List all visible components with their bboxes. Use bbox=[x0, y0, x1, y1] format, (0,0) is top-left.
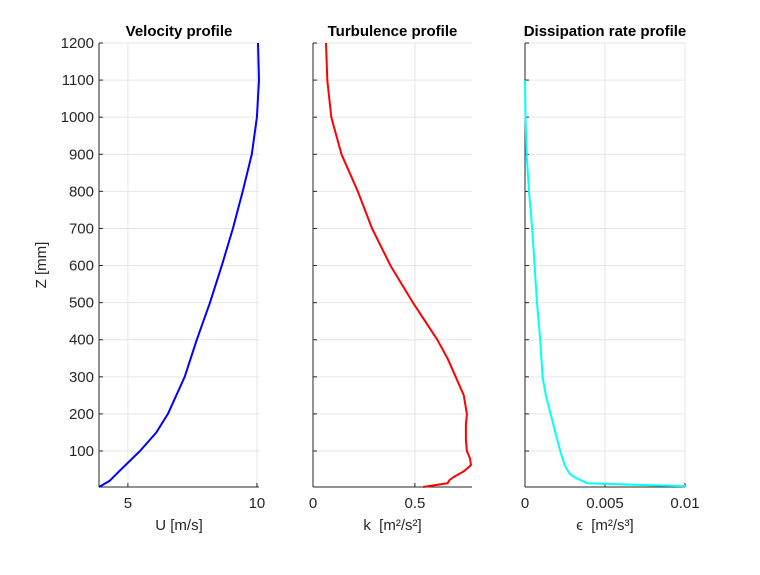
x-tick-label: 0 bbox=[309, 495, 317, 512]
subplot-3: 0 0.005 0.01 Dissipation rate profile ϵ [m²/… bbox=[521, 23, 700, 534]
x-axis-label: U [m/s] bbox=[155, 517, 203, 534]
x-axis-label: ϵ [m²/s³] bbox=[576, 517, 633, 534]
series-line bbox=[98, 42, 260, 488]
y-tick-label: 1000 bbox=[61, 109, 94, 126]
y-tick-label: 300 bbox=[69, 369, 94, 386]
y-tick-label: 500 bbox=[69, 295, 94, 312]
chart-title: Velocity profile bbox=[126, 23, 233, 40]
chart-title: Dissipation rate profile bbox=[524, 23, 687, 40]
chart-title: Turbulence profile bbox=[328, 23, 458, 40]
y-tick-label: 700 bbox=[69, 220, 94, 237]
y-axis-label: Z [mm] bbox=[33, 242, 50, 289]
y-tick-label: 900 bbox=[69, 146, 94, 163]
x-axis-label: k [m²/s²] bbox=[363, 517, 421, 534]
x-tick-label: 0 bbox=[521, 495, 529, 512]
x-tick-label: 10 bbox=[249, 495, 266, 512]
x-tick-label: 0.005 bbox=[586, 495, 624, 512]
series-line bbox=[325, 42, 472, 488]
y-tick-label: 100 bbox=[69, 443, 94, 460]
y-tick-label: 600 bbox=[69, 258, 94, 275]
x-tick-label: 0.01 bbox=[670, 495, 699, 512]
x-tick-label: 5 bbox=[124, 495, 132, 512]
x-tick-label: 0.5 bbox=[404, 495, 425, 512]
y-tick-label: 800 bbox=[69, 183, 94, 200]
y-tick-label: 400 bbox=[69, 332, 94, 349]
y-tick-label: 1200 bbox=[61, 35, 94, 52]
subplot-1: 5 10 100 200 300 400 500 600 700 800 900 1000 1100 12… bbox=[33, 23, 265, 534]
series-line bbox=[524, 80, 686, 488]
y-tick-label: 200 bbox=[69, 406, 94, 423]
y-tick-label: 1100 bbox=[62, 72, 94, 89]
subplot-2: 0 0.5 Turbulence profile k [m²/s²] bbox=[309, 23, 472, 534]
